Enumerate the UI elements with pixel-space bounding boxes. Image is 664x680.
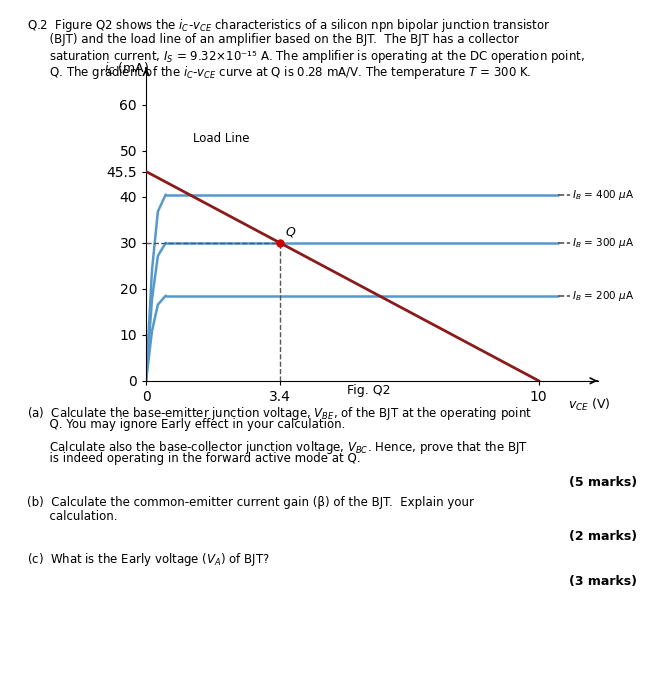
Text: $i_C$ (mA): $i_C$ (mA) <box>104 61 149 78</box>
Text: $I_B$ = 400 $\mu$A: $I_B$ = 400 $\mu$A <box>572 188 634 201</box>
Text: Fig. Q2: Fig. Q2 <box>347 384 390 397</box>
Text: $I_B$ = 200 $\mu$A: $I_B$ = 200 $\mu$A <box>572 289 634 303</box>
Text: $Q$: $Q$ <box>286 225 297 239</box>
Text: Q. The gradient of the $i_C$-$v_{CE}$ curve at Q is 0.28 mA/V. The temperature $: Q. The gradient of the $i_C$-$v_{CE}$ cu… <box>27 64 531 81</box>
Text: (5 marks): (5 marks) <box>569 476 637 489</box>
Text: (b)  Calculate the common-emitter current gain (β) of the BJT.  Explain your: (b) Calculate the common-emitter current… <box>27 496 473 509</box>
Text: Q.2  Figure Q2 shows the $i_C$-$v_{CE}$ characteristics of a silicon npn bipolar: Q.2 Figure Q2 shows the $i_C$-$v_{CE}$ c… <box>27 17 550 34</box>
Text: Q. You may ignore Early effect in your calculation.: Q. You may ignore Early effect in your c… <box>27 418 345 431</box>
Text: (2 marks): (2 marks) <box>569 530 637 543</box>
Text: (a)  Calculate the base-emitter junction voltage, $V_{BE}$, of the BJT at the op: (a) Calculate the base-emitter junction … <box>27 405 531 422</box>
Text: is indeed operating in the forward active mode at Q.: is indeed operating in the forward activ… <box>27 452 360 465</box>
Text: Calculate also the base-collector junction voltage, $V_{BC}$. Hence, prove that : Calculate also the base-collector juncti… <box>27 439 527 456</box>
Text: Load Line: Load Line <box>193 132 250 145</box>
Text: saturation current, $I_S$ = 9.32×10⁻¹⁵ A. The amplifier is operating at the DC o: saturation current, $I_S$ = 9.32×10⁻¹⁵ A… <box>27 48 584 65</box>
Text: $v_{CE}$ (V): $v_{CE}$ (V) <box>568 397 611 413</box>
Text: (BJT) and the load line of an amplifier based on the BJT.  The BJT has a collect: (BJT) and the load line of an amplifier … <box>27 33 519 46</box>
Text: calculation.: calculation. <box>27 510 117 523</box>
Text: (c)  What is the Early voltage ($V_A$) of BJT?: (c) What is the Early voltage ($V_A$) of… <box>27 551 270 568</box>
Text: $I_B$ = 300 $\mu$A: $I_B$ = 300 $\mu$A <box>572 236 634 250</box>
Text: (3 marks): (3 marks) <box>570 575 637 588</box>
